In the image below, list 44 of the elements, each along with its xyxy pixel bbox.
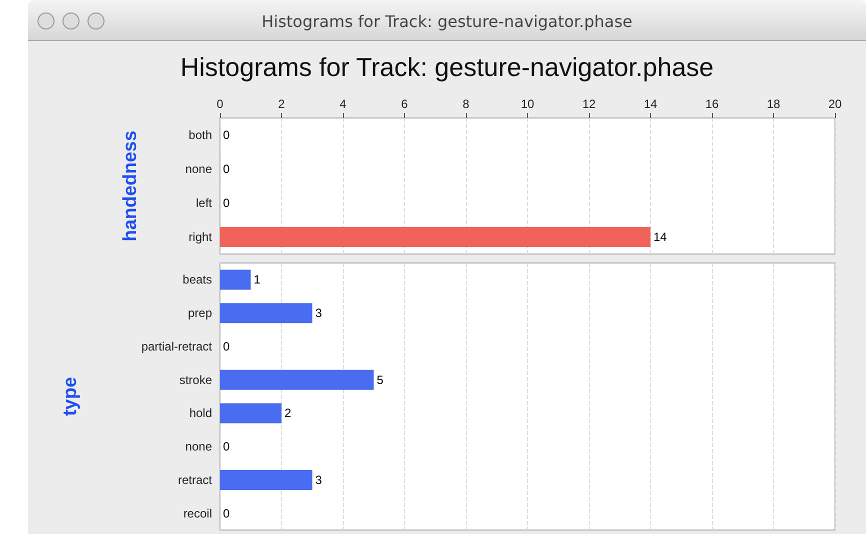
data-label: 3 [315,472,322,487]
y-tick-label: both [188,128,212,142]
y-axis-title: type [60,376,81,416]
x-tick-label: 6 [401,97,408,111]
data-label: 0 [223,162,230,176]
bar [220,370,374,390]
data-label: 3 [315,306,322,320]
bar [220,403,282,424]
y-tick-label: stroke [179,372,212,387]
data-label: 0 [223,506,230,520]
y-tick-label: none [185,162,212,176]
y-tick-label: recoil [183,506,212,520]
data-label: 0 [223,196,230,210]
y-tick-label: beats [182,272,212,287]
bar [220,470,312,490]
x-tick-label: 18 [766,97,780,111]
x-tick-label: 10 [520,97,534,111]
data-label: 14 [654,230,668,244]
data-label: 1 [254,272,261,287]
y-tick-label: prep [188,306,212,320]
chart-title: Histograms for Track: gesture-navigator.phase [180,52,714,82]
bar [220,270,251,290]
x-tick-label: 12 [582,97,596,111]
data-label: 0 [223,440,230,454]
y-tick-label: hold [189,406,212,420]
text: Histograms for Track: gesture-navigator.phase [260,12,634,31]
x-tick-label: 16 [705,97,719,111]
y-tick-label: partial-retract [141,339,213,354]
x-tick-label: 4 [340,97,347,111]
bar [220,303,312,324]
x-tick-label: 0 [216,97,224,111]
y-tick-label: none [185,440,212,454]
y-tick-label: retract [178,472,213,487]
y-tick-label: left [196,196,213,210]
data-label: 2 [284,406,292,420]
data-label: 0 [223,339,230,354]
x-tick-label: 20 [828,97,842,111]
y-axis-title: handedness [120,130,141,242]
data-label: 0 [223,128,230,142]
y-tick-label: right [188,230,213,244]
x-tick-label: 14 [644,97,658,111]
data-label: 5 [376,372,384,387]
x-tick-label: 2 [278,97,286,111]
x-tick-label: 8 [462,97,470,111]
